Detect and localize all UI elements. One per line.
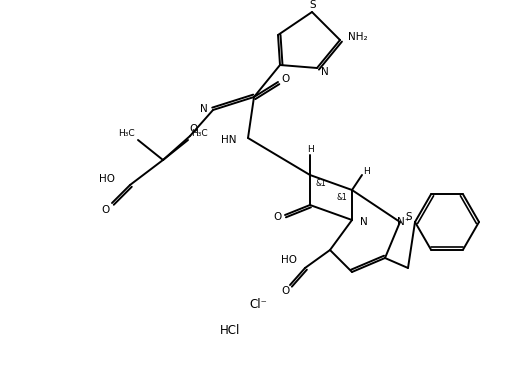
- Text: H₃C: H₃C: [191, 130, 208, 138]
- Text: Cl⁻: Cl⁻: [249, 299, 267, 311]
- Text: H₃C: H₃C: [118, 130, 135, 138]
- Text: S: S: [310, 0, 316, 10]
- Text: O: O: [281, 74, 289, 84]
- Text: O: O: [274, 212, 282, 222]
- Text: S: S: [406, 212, 413, 222]
- Text: NH₂: NH₂: [348, 32, 368, 42]
- Text: O: O: [282, 286, 290, 296]
- Text: O: O: [102, 205, 110, 215]
- Text: O: O: [189, 124, 197, 134]
- Text: HCl: HCl: [220, 324, 240, 336]
- Text: N: N: [200, 104, 208, 114]
- Text: &1: &1: [336, 194, 347, 202]
- Text: N: N: [360, 217, 368, 227]
- Text: HO: HO: [99, 174, 115, 184]
- Text: N: N: [321, 67, 329, 77]
- Text: N⁺: N⁺: [397, 217, 410, 227]
- Text: H: H: [363, 168, 370, 176]
- Text: HO: HO: [281, 255, 297, 265]
- Text: &1: &1: [315, 179, 326, 187]
- Text: H: H: [307, 145, 313, 153]
- Text: HN: HN: [221, 135, 237, 145]
